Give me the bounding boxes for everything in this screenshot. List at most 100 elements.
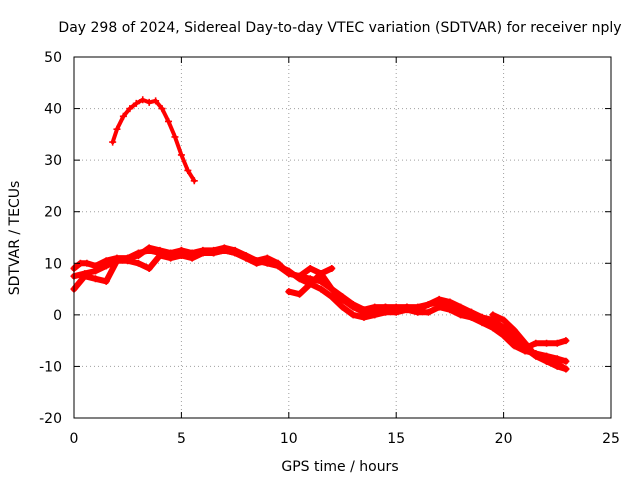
data-point-marker (134, 259, 142, 267)
data-point-marker (532, 339, 540, 347)
data-point-marker (403, 303, 411, 311)
data-point-marker (328, 285, 336, 293)
data-point-marker (102, 277, 110, 285)
data-point-marker (562, 357, 570, 365)
data-point-marker (349, 311, 357, 319)
data-point-marker (532, 352, 540, 360)
data-point-marker (145, 264, 153, 272)
data-point-marker (184, 166, 192, 174)
data-point-marker (381, 303, 389, 311)
data-point-marker (553, 360, 561, 368)
data-point-marker (171, 133, 179, 141)
data-point-marker (91, 275, 99, 283)
data-point-marker (124, 254, 132, 262)
data-point-marker (231, 249, 239, 257)
data-point-marker (113, 125, 121, 133)
series-layer (70, 96, 570, 373)
data-point-marker (145, 246, 153, 254)
data-point-marker (134, 249, 142, 257)
data-point-marker (424, 301, 432, 309)
x-tick-label: 10 (280, 431, 298, 447)
x-tick-label: 20 (495, 431, 513, 447)
data-point-marker (177, 246, 185, 254)
data-point-marker (339, 303, 346, 311)
data-point-marker (190, 177, 198, 185)
data-point-marker (83, 259, 91, 267)
data-point-marker (543, 339, 551, 347)
y-tick-label: 10 (44, 256, 62, 272)
data-point-marker (553, 339, 561, 347)
y-tick-label: 50 (44, 50, 62, 66)
data-point-marker (119, 112, 127, 120)
data-point-marker (139, 96, 147, 104)
x-axis-label: GPS time / hours (281, 459, 398, 475)
x-tick-label: 25 (602, 431, 620, 447)
data-point-marker (328, 293, 336, 301)
data-point-marker (360, 308, 368, 316)
x-tick-label: 5 (177, 431, 186, 447)
data-point-marker (317, 285, 325, 293)
data-point-marker (81, 272, 89, 280)
tick-label-layer: 0 5 10 15 20 25 -20 -10 0 10 20 30 40 50 (39, 50, 620, 447)
data-point-marker (562, 365, 570, 373)
y-tick-label: 0 (53, 308, 62, 324)
data-point-marker (167, 252, 175, 260)
data-point-marker (424, 308, 432, 316)
data-point-marker (188, 252, 196, 260)
data-point-marker (392, 303, 400, 311)
data-point-marker (489, 311, 497, 319)
data-point-marker (510, 337, 518, 345)
data-point-marker (328, 264, 336, 272)
data-point-marker (306, 280, 314, 288)
data-point-marker (274, 262, 282, 270)
data-point-marker (210, 249, 218, 257)
data-point-marker (156, 249, 164, 257)
tick-layer (73, 56, 612, 419)
y-axis-label: SDTVAR / TECUs (7, 181, 23, 296)
data-point-marker (467, 308, 475, 316)
series-arc-high (109, 96, 198, 185)
series-band (71, 244, 569, 352)
data-point-marker (220, 246, 228, 254)
data-point-marker (500, 316, 508, 324)
y-tick-label: -10 (39, 359, 62, 375)
data-point-marker (126, 105, 134, 113)
data-point-marker (165, 117, 173, 125)
data-point-marker (285, 288, 293, 296)
data-point-marker (435, 298, 443, 306)
data-point-marker (199, 249, 207, 257)
series-band (110, 97, 197, 183)
data-point-marker (242, 254, 250, 262)
data-point-marker (446, 301, 454, 309)
series-band-a (70, 244, 570, 352)
data-point-marker (500, 326, 508, 334)
data-point-marker (317, 270, 325, 278)
y-tick-label: -20 (39, 411, 62, 427)
data-point-marker (145, 98, 153, 106)
data-point-marker (263, 257, 271, 265)
y-tick-label: 30 (44, 153, 62, 169)
data-point-marker (91, 267, 99, 275)
data-point-marker (306, 264, 314, 272)
series-band-b (70, 246, 570, 365)
data-point-marker (457, 306, 465, 314)
data-point-marker (152, 97, 160, 105)
data-point-marker (562, 337, 570, 345)
y-tick-label: 20 (44, 205, 62, 221)
x-tick-label: 0 (70, 431, 79, 447)
series-band (71, 247, 569, 365)
data-point-marker (543, 357, 551, 365)
plot-frame (73, 56, 612, 419)
data-point-marker (177, 151, 185, 159)
grid-layer (74, 57, 611, 418)
data-point-marker (113, 257, 121, 265)
data-point-marker (296, 290, 304, 298)
y-tick-label: 40 (44, 102, 62, 118)
data-point-marker (253, 259, 261, 267)
x-tick-label: 15 (387, 431, 405, 447)
data-point-marker (521, 339, 529, 347)
data-point-marker (158, 105, 166, 113)
data-point-marker (478, 313, 486, 321)
data-point-marker (489, 319, 497, 327)
